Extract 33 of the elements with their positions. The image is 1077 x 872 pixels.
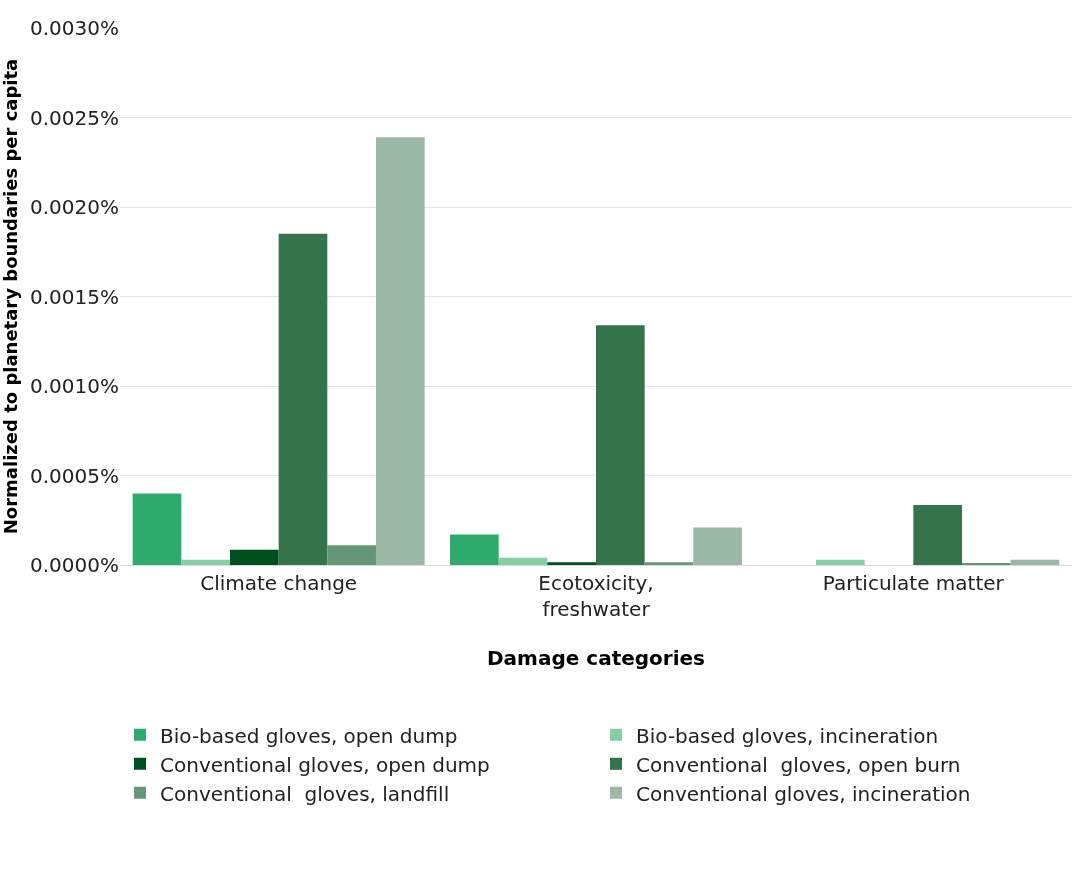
legend-label: Conventional gloves, landfill bbox=[160, 781, 450, 806]
bar bbox=[327, 545, 376, 565]
bar bbox=[181, 559, 231, 565]
x-tick-label: Ecotoxicity, freshwater bbox=[538, 571, 654, 621]
legend-label: Conventional gloves, incineration bbox=[636, 781, 971, 806]
legend-label: Conventional gloves, open dump bbox=[160, 752, 490, 777]
bar bbox=[913, 505, 962, 565]
y-tick-label: 0.0010% bbox=[30, 374, 119, 398]
y-tick-label: 0.0015% bbox=[30, 284, 119, 309]
legend-label: Conventional gloves, open burn bbox=[636, 752, 961, 777]
bar bbox=[230, 549, 279, 565]
x-tick-label: Particulate matter bbox=[822, 571, 1005, 595]
y-tick-label: 0.0005% bbox=[30, 463, 119, 488]
y-tick-label: 0.0000% bbox=[30, 553, 119, 577]
x-tick-label: Climate change bbox=[200, 571, 358, 595]
y-tick-label: 0.0025% bbox=[30, 105, 119, 130]
bar bbox=[596, 325, 645, 565]
bar bbox=[278, 233, 328, 565]
bar bbox=[816, 559, 865, 565]
bar bbox=[450, 534, 499, 565]
bar bbox=[1010, 559, 1060, 565]
bar bbox=[375, 137, 425, 565]
legend-label: Bio-based gloves, open dump bbox=[160, 723, 458, 748]
bar bbox=[498, 557, 548, 565]
y-tick-label: 0.0030% bbox=[30, 16, 119, 40]
legend-label: Bio-based gloves, incineration bbox=[636, 723, 939, 748]
bar bbox=[547, 562, 596, 565]
y-axis-title: Normalized to planetary boundaries per capita bbox=[0, 58, 21, 535]
y-tick-label: 0.0020% bbox=[30, 195, 119, 219]
x-axis-title: Damage categories bbox=[487, 645, 705, 670]
bar bbox=[132, 493, 182, 565]
bar bbox=[644, 562, 694, 565]
bar bbox=[693, 527, 742, 565]
